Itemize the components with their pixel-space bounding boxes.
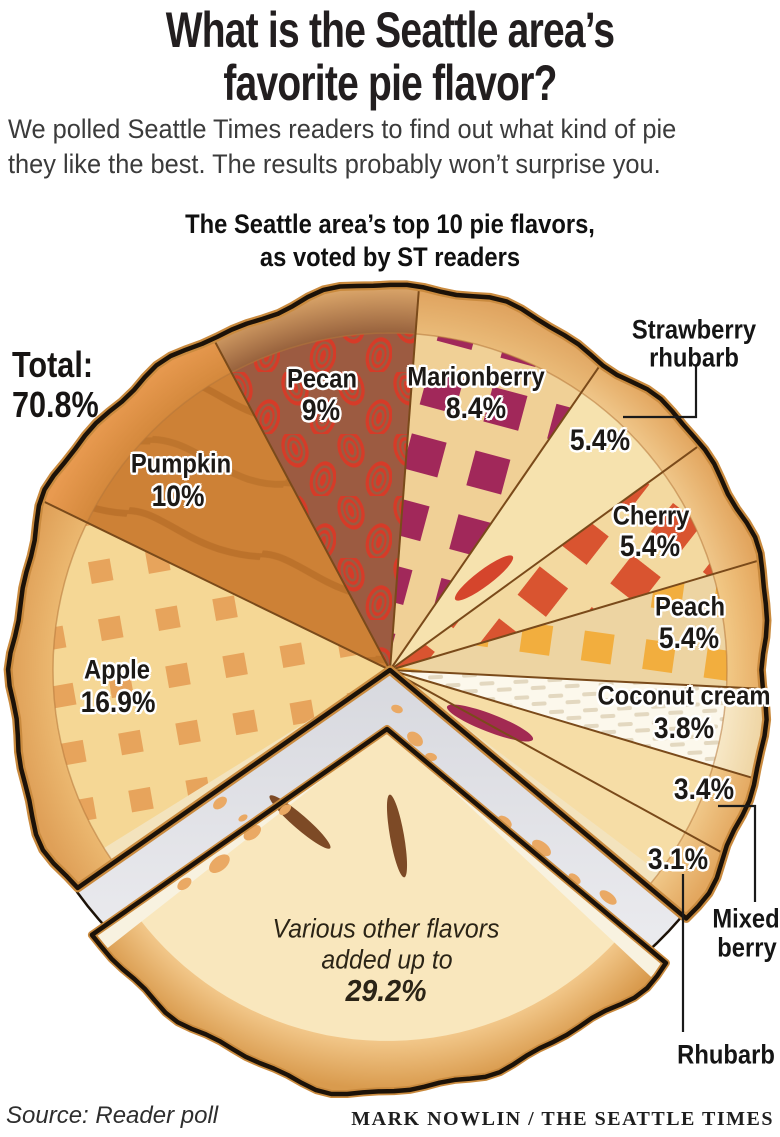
pulled-slice-caption-line1: Various other flavors <box>272 913 500 944</box>
slice-value-cherry: 5.4% <box>619 530 681 563</box>
pulled-slice-value: 29.2% <box>345 973 427 1008</box>
chart-title-line2: as voted by ST readers <box>259 242 521 272</box>
slice-0 <box>8 499 390 888</box>
intro-text-line1: We polled Seattle Times readers to find … <box>8 114 677 144</box>
total-label: Total: <box>12 344 94 385</box>
slice-label-peach: Peach <box>654 591 726 622</box>
leader-strawberry-rhubarb <box>623 365 698 419</box>
leader-mixed-berry <box>718 804 757 902</box>
slice-value-coconut-cream: 3.8% <box>653 712 715 745</box>
slice-6 <box>390 559 767 689</box>
pulled-slice-caption-line2: added up to <box>321 944 453 975</box>
intro-text: We polled Seattle Times readers to find … <box>8 112 719 182</box>
main-pie <box>3 280 772 923</box>
byline-credit: MARK NOWLIN / THE SEATTLE TIMES <box>351 1108 774 1130</box>
slice-value-mixed-berry: 3.4% <box>673 773 735 806</box>
slice-value-strawberry-rhubarb: 5.4% <box>569 424 631 457</box>
chart-title-line1: The Seattle area’s top 10 pie flavors, <box>185 209 595 239</box>
slice-3 <box>390 286 601 670</box>
slice-5 <box>390 444 762 670</box>
page-title-line2: favorite pie flavor? <box>223 55 557 111</box>
pulled-slice <box>87 725 670 1098</box>
chart-title: The Seattle area’s top 10 pie flavors, a… <box>0 208 780 274</box>
slice-label-pecan: Pecan <box>286 363 358 394</box>
slice-value-rhubarb: 3.1% <box>647 843 709 876</box>
slice-value-pumpkin: 10% <box>151 480 205 513</box>
source-note: Source: Reader poll <box>6 1102 219 1129</box>
slice-label-mixed-berry-line2: berry <box>717 932 777 963</box>
slice-value-pecan: 9% <box>301 394 341 427</box>
slice-value-apple: 16.9% <box>80 686 156 719</box>
slice-label-marionberry: Marionberry <box>407 361 545 392</box>
slice-9 <box>390 670 725 919</box>
slice-label-pumpkin: Pumpkin <box>130 448 232 479</box>
slice-label-strawberry-rhubarb-line2: rhubarb <box>649 342 739 373</box>
total-value: 70.8% <box>12 384 99 425</box>
intro-text-line2: they like the best. The results probably… <box>8 149 661 179</box>
slice-label-strawberry-rhubarb-line1: Strawberry <box>631 314 757 345</box>
page-title-line1: What is the Seattle area’s <box>165 2 615 58</box>
slice-2 <box>213 284 420 670</box>
page-title: What is the Seattle area’s favorite pie … <box>0 4 780 110</box>
slice-value-peach: 5.4% <box>658 622 720 655</box>
slice-label-mixed-berry-line1: Mixed <box>712 903 780 934</box>
slice-label-cherry: Cherry <box>612 500 690 531</box>
slice-label-rhubarb: Rhubarb <box>677 1039 775 1070</box>
leader-lines <box>623 365 757 1032</box>
slice-value-marionberry: 8.4% <box>445 392 507 425</box>
slice-label-apple: Apple <box>83 654 151 685</box>
slice-label-coconut-cream: Coconut cream <box>597 680 771 711</box>
